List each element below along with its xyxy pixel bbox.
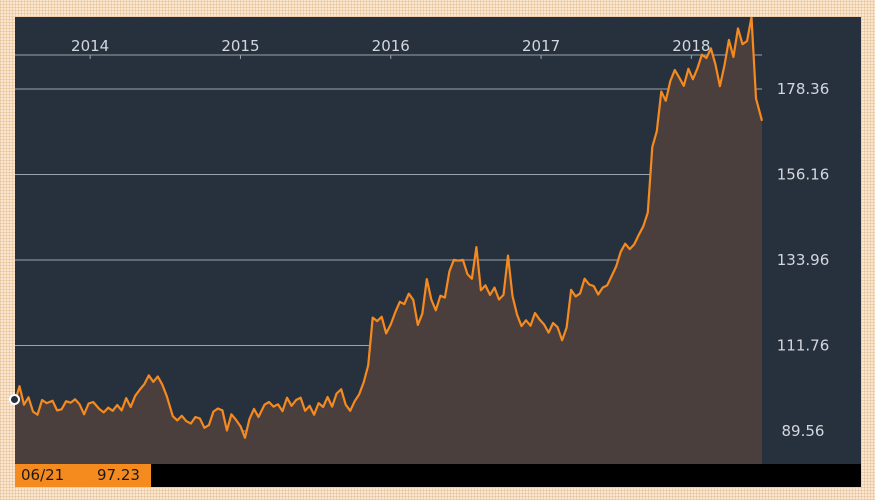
x-tick-label-2018: 2018: [672, 37, 710, 55]
x-tick-label-2016: 2016: [372, 37, 410, 55]
stock-price-chart: 178.36 156.16 133.96 111.76 89.56 2014 2015 201…: [15, 17, 830, 465]
price-line: [15, 17, 764, 439]
readout-value: 97.23: [85, 464, 151, 487]
x-tick-label-2015: 2015: [221, 37, 259, 55]
y-tick-label-4: 89.56: [782, 422, 825, 440]
chart-panel: 178.36 156.16 133.96 111.76 89.56 2014 2015 201…: [15, 17, 861, 487]
x-tick-label-2017: 2017: [522, 37, 560, 55]
price-area-fill: [15, 17, 762, 465]
y-tick-label-1: 156.16: [777, 166, 830, 184]
price-readout-bar: 06/21 97.23: [15, 464, 861, 487]
y-tick-label-0: 178.36: [777, 80, 830, 98]
y-tick-label-2: 133.96: [777, 251, 830, 269]
readout-date: 06/21: [15, 464, 85, 487]
y-tick-label-3: 111.76: [777, 337, 830, 355]
x-tick-label-2014: 2014: [71, 37, 109, 55]
crosshair-marker[interactable]: [9, 394, 20, 405]
